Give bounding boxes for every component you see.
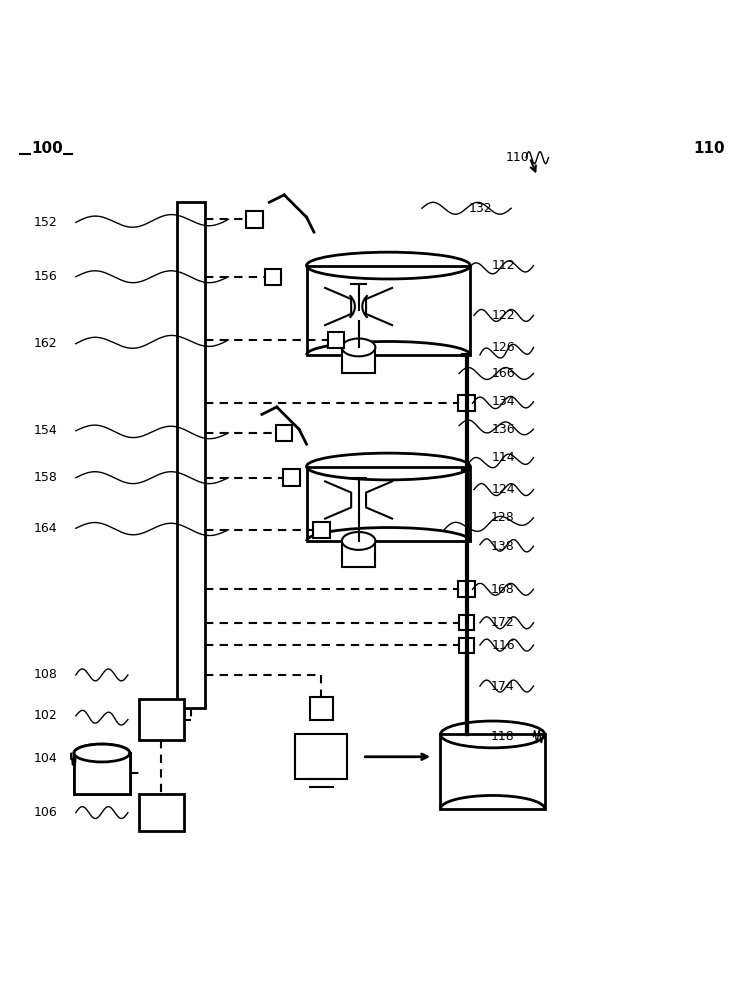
Bar [459, 581, 474, 597]
Bar [459, 395, 474, 411]
Bar [265, 269, 281, 285]
Bar [459, 638, 474, 653]
Bar [328, 332, 344, 348]
Bar [74, 753, 130, 794]
Text: 166: 166 [492, 367, 515, 380]
Bar [276, 425, 292, 441]
Bar [74, 753, 130, 794]
Text: 164: 164 [34, 522, 58, 535]
Text: 156: 156 [34, 270, 58, 283]
Bar [306, 266, 471, 355]
Text: 162: 162 [34, 337, 58, 350]
Text: 104: 104 [34, 752, 58, 765]
Text: 118: 118 [491, 730, 515, 743]
Bar [283, 469, 300, 486]
Text: 102: 102 [34, 709, 58, 722]
Text: 112: 112 [492, 259, 515, 272]
Bar [313, 522, 329, 538]
Text: 114: 114 [492, 451, 515, 464]
Text: 152: 152 [34, 216, 58, 229]
Ellipse shape [342, 532, 375, 550]
Text: 122: 122 [492, 309, 515, 322]
Bar [139, 794, 184, 831]
Text: 154: 154 [34, 424, 58, 437]
Bar [441, 734, 545, 809]
Text: 134: 134 [492, 395, 515, 408]
Text: 138: 138 [491, 540, 515, 553]
Text: 128: 128 [491, 511, 515, 524]
Bar [295, 734, 347, 779]
Ellipse shape [74, 744, 130, 762]
Text: 126: 126 [492, 341, 515, 354]
Text: 132: 132 [469, 202, 492, 215]
Text: 172: 172 [491, 616, 515, 629]
Text: 110: 110 [506, 151, 530, 164]
Bar [342, 347, 375, 373]
Bar [310, 697, 332, 720]
Bar [306, 467, 471, 541]
Text: 124: 124 [492, 483, 515, 496]
Text: 174: 174 [491, 680, 515, 693]
Text: 106: 106 [34, 806, 58, 819]
Ellipse shape [74, 744, 130, 762]
Text: 168: 168 [491, 583, 515, 596]
Text: 136: 136 [492, 423, 515, 436]
Text: 108: 108 [34, 668, 58, 681]
Text: 116: 116 [492, 639, 515, 652]
Bar [247, 211, 263, 228]
Bar [342, 541, 375, 567]
Text: 110: 110 [693, 141, 725, 156]
Bar [139, 699, 184, 740]
Text: 158: 158 [34, 471, 58, 484]
Bar [459, 615, 474, 630]
Text: 100: 100 [31, 141, 63, 156]
Ellipse shape [342, 339, 375, 356]
Bar [177, 202, 205, 708]
